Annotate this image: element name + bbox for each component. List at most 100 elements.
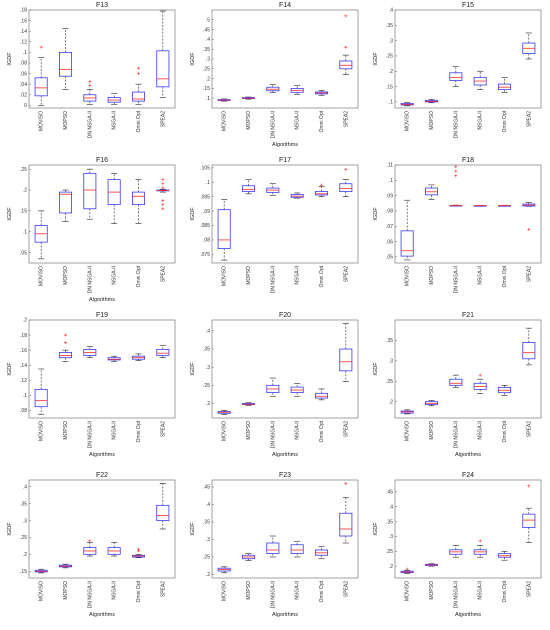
y-tick-label: .4 [206,329,210,335]
y-tick-label: .2 [23,552,27,558]
y-tick-label: .3 [206,537,210,543]
plot-frame [211,9,359,109]
panel-title: F19 [96,312,108,319]
x-tick-label: MOPSO [246,581,252,600]
box-mopso [242,96,255,100]
y-tick-label: .08 [20,61,27,67]
y-tick-label: .35 [386,519,393,525]
y-tick-label: .075 [200,252,210,258]
x-tick-label: NSGA-II [295,266,301,285]
box-spea2 [156,483,170,530]
y-tick-label: .14 [20,363,27,369]
x-tick-label: Omni Opt [319,420,325,442]
box-omni-opt [132,353,145,362]
box-nsga-ii [107,355,121,362]
box-dn-nsga-ii [83,168,97,220]
outlier-marker [64,341,67,345]
iqr-box [59,191,72,214]
box-nsga-ii [290,540,304,558]
y-tick-label: .04 [20,82,27,88]
x-tick-label: MOPSO [63,266,69,285]
box-spea2 [522,327,536,366]
boxplot-panel-f24: F24 .2 .25 .3 .35 .4 .45 IGDF Algorithms MOVISO MO… [373,472,542,618]
box-omni-opt [132,547,145,559]
box-omni-opt [315,90,328,96]
plot-frame [28,9,176,109]
y-tick-label: .25 [203,383,210,389]
x-tick-label: NSGA-II [112,111,118,130]
box-nsga-ii [107,93,121,105]
x-tick-label: SPEA2 [160,266,166,282]
y-tick-label: .08 [203,238,210,244]
y-axis-label: IGDF [373,52,379,66]
box-omni-opt [498,385,511,396]
box-spea2 [522,32,536,60]
y-tick-label: .1 [23,393,27,399]
iqr-box [498,83,511,91]
iqr-box [425,187,438,196]
x-tick-label: Omni Opt [136,580,142,602]
outlier-marker [161,207,165,211]
y-tick-label: .15 [20,569,27,575]
iqr-box [34,388,48,408]
y-axis-label: IGDF [373,207,379,221]
x-tick-label: SPEA2 [160,421,166,437]
y-tick-label: .1 [389,100,393,106]
box-mopso [425,184,438,200]
outlier-marker [161,178,165,182]
y-axis-label: IGDF [190,207,196,221]
y-tick-label: .1 [206,180,210,186]
y-tick-label: .15 [203,86,210,92]
x-tick-label: Omni Opt [502,110,508,132]
plot-frame [394,479,542,579]
plot-frame [28,164,176,264]
y-tick-label: .45 [386,490,393,496]
outlier-marker [527,484,531,488]
box-mopso [242,553,255,561]
x-tick-label: MOVISO [222,421,228,441]
box-spea2 [156,345,170,358]
y-tick-label: .35 [203,347,210,353]
x-tick-label: NSGA-II [478,421,484,440]
x-axis-label: Algorithms [272,452,298,458]
panel-title: F18 [462,157,474,164]
outlier-marker [64,333,67,337]
y-tick-label: .06 [386,239,393,245]
iqr-box [315,91,328,95]
x-tick-label: MOVISO [39,581,45,601]
iqr-box [156,504,170,521]
x-tick-label: SPEA2 [343,421,349,437]
outlier-marker [344,482,348,485]
boxplot-panel-f15: F15 .1 .15 .2 .25 .3 .35 .4 IGDF MOVISO MOPSO DN NS… [373,2,542,138]
x-axis-label: Algorithms [272,612,298,618]
box-dn-nsga-ii [266,377,280,397]
iqr-box [242,185,255,192]
y-tick-label: .45 [203,485,210,491]
y-axis-label: IGDF [7,207,13,221]
x-tick-label: SPEA2 [526,581,532,597]
y-tick-label: .45 [203,27,210,33]
box-nsga-ii [290,85,304,95]
x-tick-label: MOVISO [405,421,411,441]
box-omni-opt [498,204,511,207]
x-tick-label: MOPSO [429,421,435,440]
box-omni-opt [315,546,328,560]
y-tick-label: .25 [386,54,393,60]
iqr-box [315,392,328,399]
y-tick-label: .095 [200,194,210,200]
x-tick-label: MOPSO [246,266,252,285]
box-dn-nsga-ii [83,539,97,557]
x-tick-label: MOPSO [246,421,252,440]
y-tick-label: .4 [389,504,393,510]
x-tick-label: DN NSGA-II [270,421,276,448]
x-tick-label: SPEA2 [526,111,532,127]
x-tick-label: SPEA2 [526,421,532,437]
box-omni-opt [132,66,145,105]
y-tick-label: .15 [20,209,27,215]
x-tick-label: DN NSGA-II [453,581,459,608]
y-tick-label: .1 [23,229,27,235]
y-tick-label: .35 [386,338,393,344]
box-moviso [34,45,48,106]
y-tick-label: .3 [23,518,27,524]
outlier-marker [454,169,458,173]
